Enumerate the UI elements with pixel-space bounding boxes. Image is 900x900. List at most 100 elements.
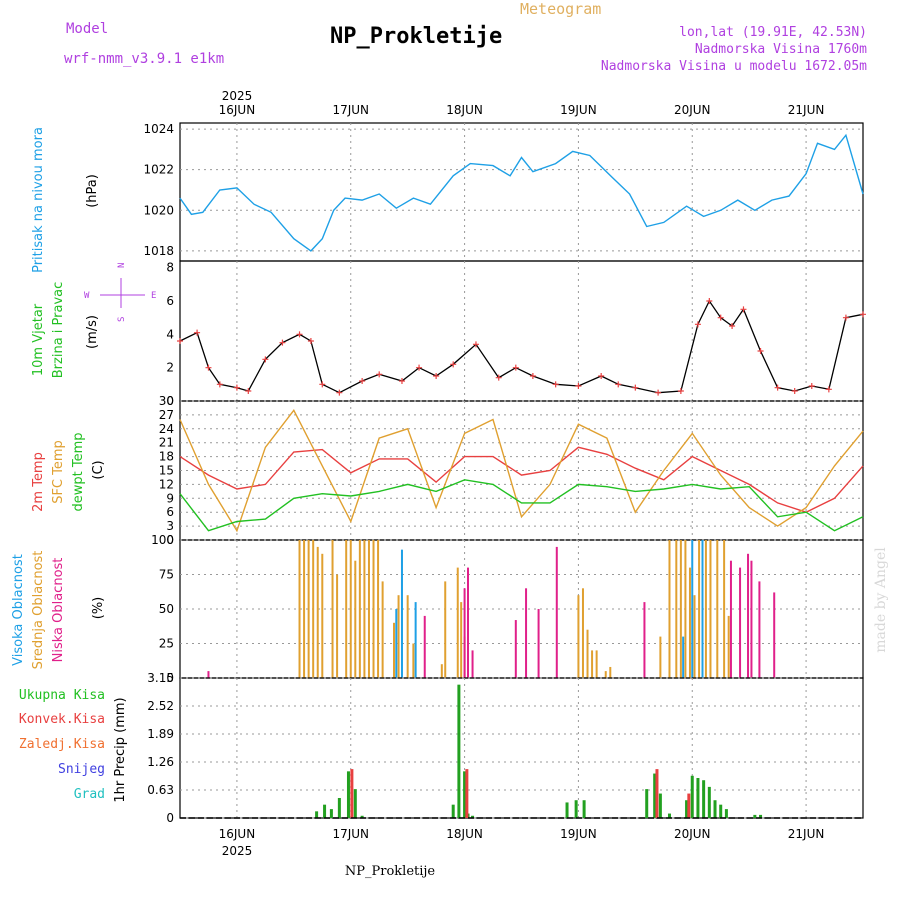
bar: [349, 540, 352, 678]
bar: [331, 540, 334, 678]
bottom-day-label: 20JUN: [674, 827, 711, 841]
bar: [463, 588, 466, 678]
y-tick-label: 0: [166, 811, 174, 825]
bar: [691, 540, 694, 678]
top-day-labels: 16JUN 17JUN 18JUN 19JUN 20JUN 21JUN: [219, 103, 825, 117]
wind-speed-marker: [717, 314, 724, 321]
wind-speed-marker: [598, 373, 605, 379]
y-tick-label: 4: [166, 327, 174, 341]
bar: [298, 540, 301, 678]
y-tick-label: 0.63: [147, 783, 174, 797]
wind-speed-marker: [615, 381, 622, 388]
bar: [360, 815, 364, 818]
bottom-day-label: 16JUN: [219, 827, 256, 841]
panel-precip: 3.15 2.52 1.89 1.26 0.63 0: [147, 671, 864, 825]
cloud-side-label-mid: Srednja Oblacnost: [31, 551, 46, 670]
y-tick-label: 1.89: [147, 727, 174, 741]
temp-unit-label: (C): [91, 460, 106, 479]
y-tick-label: 15: [159, 464, 174, 478]
bar: [463, 771, 467, 818]
bar: [207, 671, 210, 678]
wind-speed-marker: [706, 298, 713, 304]
temp-side-label-2m: 2m Temp: [31, 452, 46, 512]
bar: [727, 615, 730, 678]
wind-speed-marker: [655, 389, 662, 396]
panel-wind: 8 6 4 2 0: [166, 260, 866, 408]
bar: [773, 592, 776, 678]
bar: [395, 609, 398, 678]
legend-hail: Grad: [74, 787, 105, 802]
bar: [363, 540, 366, 678]
bar: [466, 567, 469, 678]
bar: [693, 595, 696, 678]
bar: [316, 546, 319, 678]
bar: [702, 780, 706, 818]
wind-speed-marker: [472, 341, 479, 348]
bar: [514, 620, 517, 678]
bottom-station-label: NP_Prokletije: [345, 864, 436, 879]
bar: [336, 574, 339, 678]
y-tick-label: 0: [166, 533, 174, 547]
wind-speed-marker: [376, 371, 383, 378]
y-tick-label: 3: [166, 519, 174, 533]
model-name: wrf-nmm_v3.9.1 e1km: [64, 51, 224, 67]
bottom-day-label: 19JUN: [560, 827, 597, 841]
cloud-side-label-high: Visoka Oblacnost: [11, 554, 26, 666]
compass-e: E: [151, 291, 156, 301]
y-tick-label: 12: [159, 477, 174, 491]
bar: [582, 800, 586, 818]
bar: [423, 615, 426, 678]
bar: [451, 804, 455, 818]
wind-speed-marker: [416, 364, 423, 371]
wind-speed-marker: [677, 388, 684, 394]
wind-speed-marker: [529, 373, 536, 379]
wind-speed-marker: [245, 388, 252, 394]
bar: [525, 588, 528, 678]
bar: [574, 800, 578, 818]
legend-conv: Konvek.Kisa: [19, 712, 105, 727]
wind-speed-marker: [307, 338, 314, 344]
wind-speed-marker: [296, 331, 303, 338]
wind-speed-marker: [398, 378, 405, 384]
bar: [667, 813, 671, 818]
wind-speed-marker: [336, 389, 343, 396]
bar: [701, 540, 704, 678]
legend-total: Ukupna Kisa: [19, 688, 105, 703]
bar: [457, 684, 461, 818]
bottom-year-label: 2025: [222, 844, 253, 858]
series-line: [179, 299, 864, 394]
wind-speed-marker: [279, 339, 286, 346]
bar: [687, 793, 691, 818]
y-tick-label: 6: [166, 505, 174, 519]
bar: [709, 540, 712, 678]
bottom-day-label: 21JUN: [788, 827, 825, 841]
bar: [659, 636, 662, 678]
top-day-label: 20JUN: [674, 103, 711, 117]
cloud-unit-label: (%): [91, 597, 106, 620]
bar: [668, 540, 671, 678]
y-tick-label: 30: [159, 394, 174, 408]
bar: [739, 567, 742, 678]
bar: [690, 775, 694, 818]
wind-speed-marker: [774, 384, 781, 391]
y-tick-label: 9: [166, 491, 174, 505]
wind-speed-marker: [552, 381, 559, 388]
bottom-day-label: 17JUN: [332, 827, 369, 841]
wind-speed-marker: [757, 348, 764, 354]
bar: [350, 769, 354, 818]
wind-speed-marker: [694, 321, 701, 328]
y-tick-label: 0: [166, 671, 174, 685]
bar: [471, 650, 474, 678]
top-day-label: 19JUN: [560, 103, 597, 117]
compass-w: W: [84, 291, 90, 301]
bar: [412, 643, 415, 678]
bar: [729, 560, 732, 678]
bar: [758, 581, 761, 678]
bar: [716, 540, 719, 678]
bar: [679, 540, 682, 678]
bar: [595, 650, 598, 678]
temp-side-label-dewpt: dewpt Temp: [71, 432, 86, 511]
wind-compass: N W E S: [84, 263, 156, 322]
wind-speed-marker: [216, 381, 223, 388]
